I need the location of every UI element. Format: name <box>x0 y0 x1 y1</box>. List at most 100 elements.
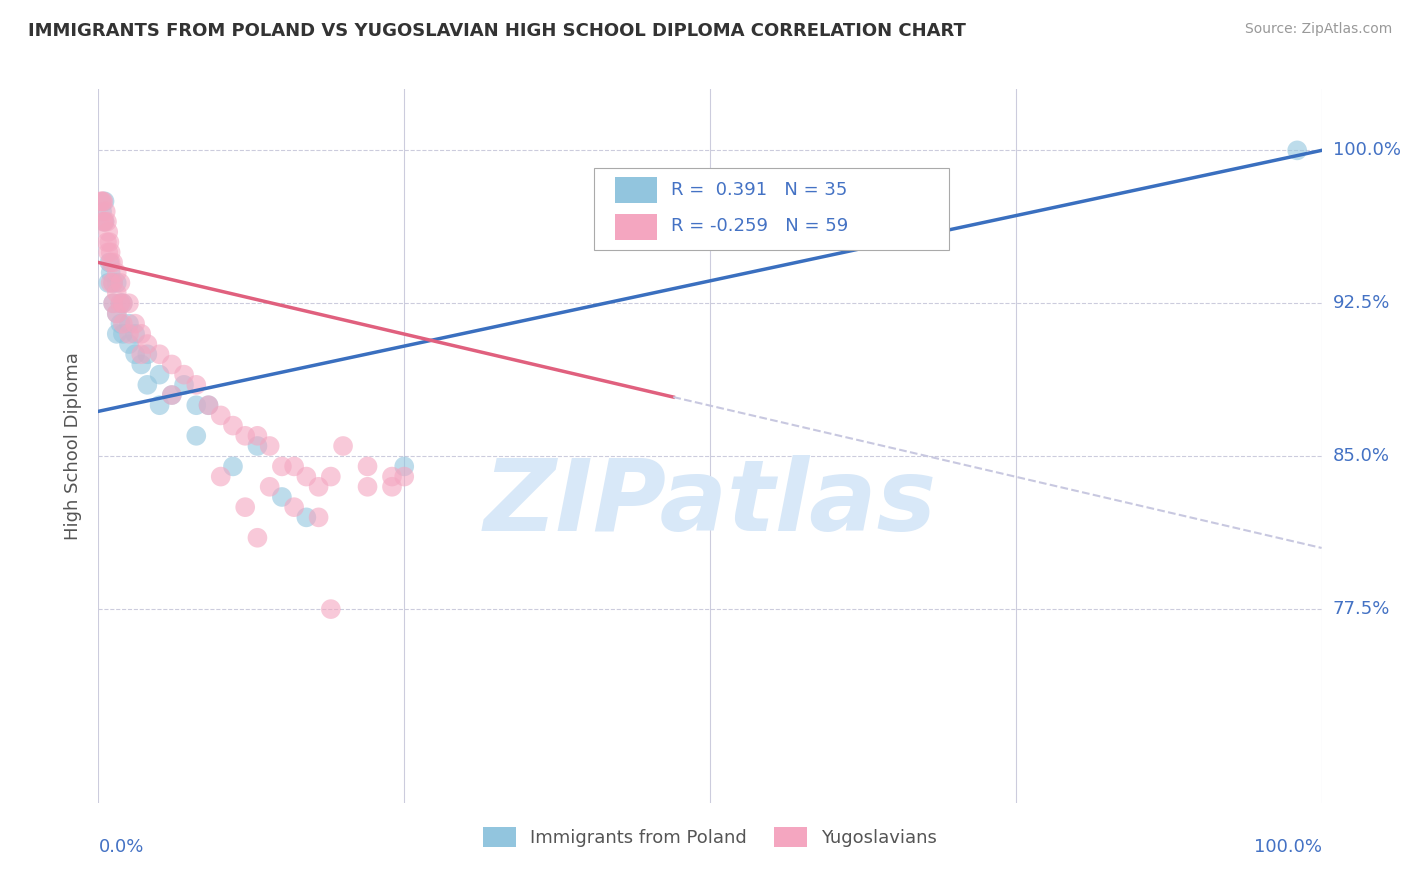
Text: 92.5%: 92.5% <box>1333 294 1391 312</box>
Point <box>105 276 128 290</box>
FancyBboxPatch shape <box>593 168 949 250</box>
Point <box>186 429 208 443</box>
Point <box>129 347 152 361</box>
Point <box>100 255 122 269</box>
Point <box>259 439 281 453</box>
Point <box>136 347 159 361</box>
Point <box>295 469 318 483</box>
Point <box>222 418 245 433</box>
Point <box>308 510 330 524</box>
Point <box>270 459 294 474</box>
Point <box>111 296 134 310</box>
Point <box>105 306 128 320</box>
Point <box>283 500 305 515</box>
Point <box>149 398 172 412</box>
Point <box>160 388 183 402</box>
Point <box>110 296 132 310</box>
Point <box>110 317 132 331</box>
Point <box>209 409 232 423</box>
Point <box>105 306 128 320</box>
Point <box>97 276 120 290</box>
Point <box>173 368 195 382</box>
Point <box>96 215 118 229</box>
Point <box>118 317 141 331</box>
Point <box>295 510 318 524</box>
Text: R =  0.391   N = 35: R = 0.391 N = 35 <box>671 181 848 200</box>
Point <box>124 317 146 331</box>
Point <box>100 266 122 280</box>
Point <box>111 296 134 310</box>
Point <box>332 439 354 453</box>
Point <box>160 358 183 372</box>
Point <box>97 225 120 239</box>
Point <box>93 215 115 229</box>
Point <box>101 296 124 310</box>
Point <box>186 377 208 392</box>
Point <box>209 469 232 483</box>
Point <box>259 480 281 494</box>
Text: ZIPatlas: ZIPatlas <box>484 455 936 551</box>
Point <box>93 194 115 209</box>
Text: 0.0%: 0.0% <box>98 838 143 856</box>
Point <box>233 429 256 443</box>
Point <box>392 459 416 474</box>
Point <box>91 194 114 209</box>
Point <box>105 266 128 280</box>
Text: 85.0%: 85.0% <box>1333 447 1389 466</box>
Point <box>90 194 112 209</box>
Point <box>94 204 117 219</box>
Point <box>222 459 245 474</box>
Point <box>136 377 159 392</box>
Point <box>93 215 115 229</box>
Point <box>381 469 404 483</box>
Point <box>319 469 342 483</box>
Legend: Immigrants from Poland, Yugoslavians: Immigrants from Poland, Yugoslavians <box>477 820 943 855</box>
Text: R = -0.259   N = 59: R = -0.259 N = 59 <box>671 218 848 235</box>
Point <box>91 194 114 209</box>
Y-axis label: High School Diploma: High School Diploma <box>65 352 83 540</box>
Point <box>149 347 172 361</box>
Point <box>246 531 269 545</box>
Point <box>149 368 172 382</box>
Point <box>319 602 342 616</box>
Point <box>98 255 121 269</box>
Point <box>98 235 121 249</box>
Point <box>197 398 219 412</box>
Point <box>233 500 256 515</box>
Point <box>101 255 124 269</box>
Point <box>91 204 114 219</box>
Point <box>111 326 134 341</box>
Point <box>129 326 152 341</box>
Point <box>111 317 134 331</box>
Text: 100.0%: 100.0% <box>1254 838 1322 856</box>
Point <box>270 490 294 504</box>
Text: IMMIGRANTS FROM POLAND VS YUGOSLAVIAN HIGH SCHOOL DIPLOMA CORRELATION CHART: IMMIGRANTS FROM POLAND VS YUGOSLAVIAN HI… <box>28 22 966 40</box>
Point <box>381 480 404 494</box>
Point <box>129 358 152 372</box>
Text: 77.5%: 77.5% <box>1333 600 1391 618</box>
FancyBboxPatch shape <box>614 214 658 240</box>
Point <box>105 326 128 341</box>
Point <box>96 235 118 249</box>
Point <box>100 276 122 290</box>
Point <box>118 326 141 341</box>
Text: 100.0%: 100.0% <box>1333 141 1400 160</box>
Point <box>100 245 122 260</box>
Point <box>118 337 141 351</box>
Point <box>308 480 330 494</box>
Point <box>101 296 124 310</box>
Point <box>246 439 269 453</box>
FancyBboxPatch shape <box>614 178 658 203</box>
Point <box>356 480 378 494</box>
Point <box>110 276 132 290</box>
Point <box>110 296 132 310</box>
Point <box>356 459 378 474</box>
Point <box>118 296 141 310</box>
Point <box>173 377 195 392</box>
Point <box>91 215 114 229</box>
Point <box>160 388 183 402</box>
Point <box>97 245 120 260</box>
Text: Source: ZipAtlas.com: Source: ZipAtlas.com <box>1244 22 1392 37</box>
Point <box>283 459 305 474</box>
Point <box>124 347 146 361</box>
